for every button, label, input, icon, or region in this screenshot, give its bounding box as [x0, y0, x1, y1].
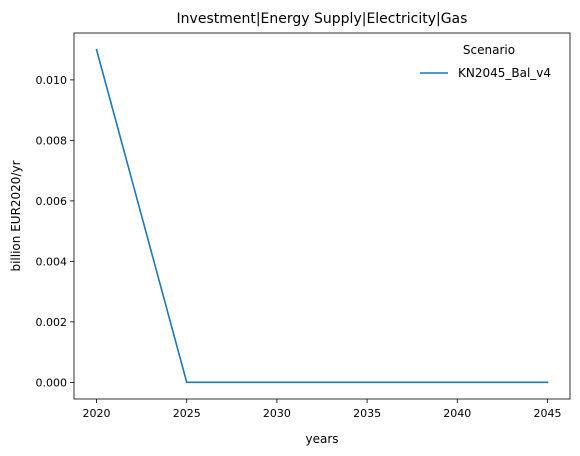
legend-title: Scenario [463, 43, 515, 57]
x-tick-label: 2030 [263, 407, 291, 420]
y-axis: 0.000 0.002 0.004 0.006 0.008 0.010 [36, 74, 74, 389]
x-tick-label: 2040 [443, 407, 471, 420]
y-tick-label: 0.008 [36, 134, 68, 147]
legend-label: KN2045_Bal_v4 [458, 66, 551, 80]
plot-frame [73, 32, 571, 400]
x-tick-label: 2045 [533, 407, 561, 420]
x-tick-label: 2020 [83, 407, 111, 420]
x-axis: 2020 2025 2030 2035 2040 2045 [83, 399, 561, 420]
x-axis-label: years [305, 432, 338, 446]
y-tick-label: 0.010 [36, 74, 68, 87]
legend: Scenario KN2045_Bal_v4 [420, 43, 551, 80]
x-tick-label: 2025 [173, 407, 201, 420]
y-tick-label: 0.006 [36, 195, 68, 208]
y-axis-label: billion EUR2020/yr [9, 160, 23, 271]
y-tick-label: 0.000 [36, 376, 68, 389]
series-layer [95, 48, 549, 384]
legend-entries: KN2045_Bal_v4 [420, 66, 551, 80]
y-tick-label: 0.004 [36, 255, 68, 268]
x-tick-label: 2035 [353, 407, 381, 420]
plot-area: 2020 2025 2030 2035 2040 2045 0.000 0.002 0.004… [36, 32, 571, 420]
chart-title: Investment|Energy Supply|Electricity|Gas [177, 11, 468, 27]
series-line [95, 48, 549, 384]
y-tick-label: 0.002 [36, 316, 68, 329]
